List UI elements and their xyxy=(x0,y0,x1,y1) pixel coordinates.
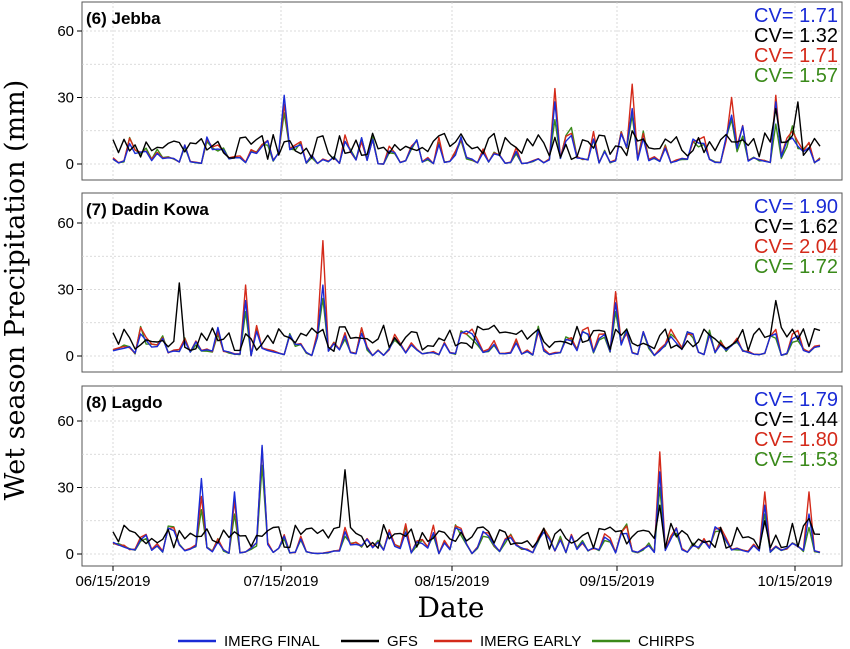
x-tick-label: 07/15/2019 xyxy=(243,573,318,590)
panel-title: (7) Dadin Kowa xyxy=(86,200,209,219)
y-axis-label: Wet season Precipitation (mm) xyxy=(0,80,31,501)
y-tick-label: 30 xyxy=(57,480,74,497)
y-tick-label: 60 xyxy=(57,215,74,232)
x-tick-label: 06/15/2019 xyxy=(75,573,150,590)
y-tick-label: 30 xyxy=(57,282,74,299)
cv-label: CV= 1.90 xyxy=(754,196,838,218)
x-tick-label: 09/15/2019 xyxy=(579,573,654,590)
cv-label: CV= 1.44 xyxy=(754,409,838,431)
y-tick-label: 0 xyxy=(66,546,74,563)
cv-label: CV= 1.72 xyxy=(754,256,838,278)
y-tick-label: 60 xyxy=(57,413,74,430)
legend-label: IMERG FINAL xyxy=(224,633,320,649)
legend: IMERG FINAL GFS IMERG EARLY CHIRPS xyxy=(178,633,695,649)
x-tick-label: 08/15/2019 xyxy=(414,573,489,590)
panel-title: (8) Lagdo xyxy=(86,393,163,412)
cv-label: CV= 1.79 xyxy=(754,389,838,411)
cv-label: CV= 1.62 xyxy=(754,216,838,238)
precipitation-chart: Wet season Precipitation (mm) Date 0 30 60… xyxy=(0,0,850,649)
cv-label: CV= 1.53 xyxy=(754,449,838,471)
panel-title: (6) Jebba xyxy=(86,9,161,28)
y-tick-label: 30 xyxy=(57,90,74,107)
cv-label: CV= 1.57 xyxy=(754,65,838,87)
x-axis-label: Date xyxy=(418,591,485,624)
legend-label: IMERG EARLY xyxy=(480,633,581,649)
cv-label: CV= 2.04 xyxy=(754,236,838,258)
y-tick-label: 0 xyxy=(66,348,74,365)
y-tick-label: 0 xyxy=(66,156,74,173)
x-tick-label: 10/15/2019 xyxy=(757,573,832,590)
x-axis-ticks: 06/15/2019 07/15/2019 08/15/2019 09/15/2019… xyxy=(75,566,832,590)
legend-label: GFS xyxy=(387,633,418,649)
legend-label: CHIRPS xyxy=(638,633,695,649)
y-tick-label: 60 xyxy=(57,23,74,40)
cv-label: CV= 1.32 xyxy=(754,25,838,47)
cv-label: CV= 1.71 xyxy=(754,45,838,67)
cv-label: CV= 1.80 xyxy=(754,429,838,451)
panel-frame xyxy=(82,2,842,180)
cv-label: CV= 1.71 xyxy=(754,5,838,27)
